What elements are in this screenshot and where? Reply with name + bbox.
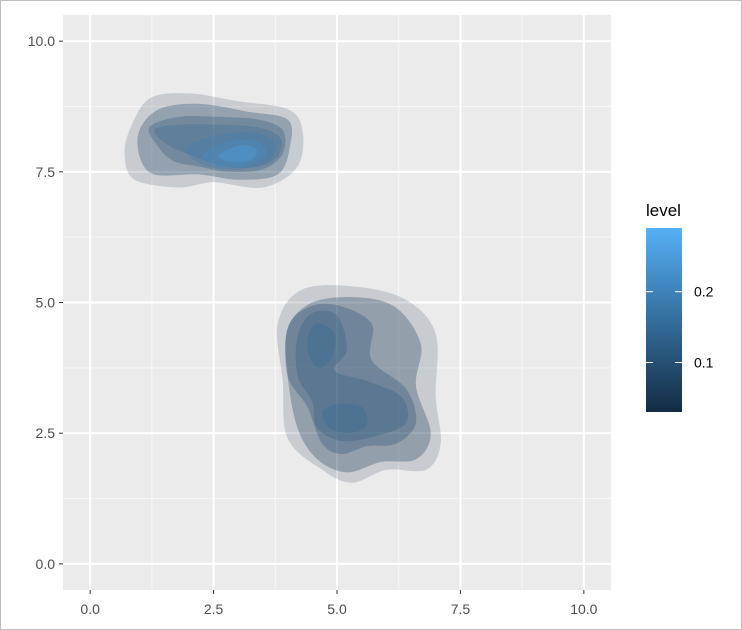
y-tick-label: 2.5 xyxy=(36,425,56,441)
x-tick-label: 7.5 xyxy=(451,601,471,617)
legend-title: level xyxy=(646,201,681,220)
density-band xyxy=(218,145,257,163)
density-band xyxy=(285,303,417,455)
y-tick-label: 0.0 xyxy=(36,556,56,572)
density-band xyxy=(137,103,293,180)
density-band xyxy=(321,403,368,434)
density-band xyxy=(148,116,286,173)
density-band xyxy=(285,296,431,473)
density-band xyxy=(295,310,409,442)
y-tick-label: 10.0 xyxy=(28,33,55,49)
density-band xyxy=(124,93,304,189)
density-band xyxy=(276,285,441,483)
y-axis: 0.0 2.5 5.0 7.5 10.0 xyxy=(28,33,63,572)
density-band xyxy=(203,139,267,168)
legend-colorbar xyxy=(646,228,682,412)
density-cluster-upper-left xyxy=(124,93,304,189)
x-tick-label: 5.0 xyxy=(327,601,347,617)
x-tick-label: 2.5 xyxy=(204,601,224,617)
x-axis: 0.0 2.5 5.0 7.5 10.0 xyxy=(80,590,598,617)
legend-tick-label: 0.1 xyxy=(694,354,714,370)
major-gridlines xyxy=(63,15,611,590)
y-tick-label: 7.5 xyxy=(36,164,56,180)
density-band xyxy=(185,132,277,170)
density-band xyxy=(306,323,336,368)
legend-tick-label: 0.2 xyxy=(694,284,714,300)
legend-ticks: 0.1 0.2 xyxy=(646,284,714,370)
density-layer xyxy=(124,93,441,483)
legend: level 0.1 0.2 xyxy=(646,201,714,412)
x-tick-label: 10.0 xyxy=(570,601,597,617)
y-tick-label: 5.0 xyxy=(36,295,56,311)
x-tick-label: 0.0 xyxy=(80,601,100,617)
density-cluster-lower-right xyxy=(276,285,441,483)
density-band xyxy=(154,124,282,168)
